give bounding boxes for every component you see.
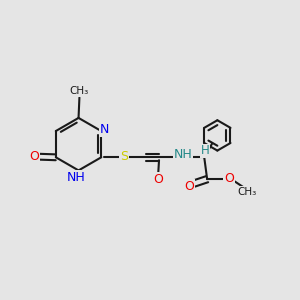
Text: NH: NH bbox=[66, 171, 85, 184]
Text: O: O bbox=[185, 180, 195, 193]
Text: NH: NH bbox=[174, 148, 192, 161]
Text: CH₃: CH₃ bbox=[237, 187, 256, 197]
Text: N: N bbox=[100, 123, 110, 136]
Text: H: H bbox=[201, 144, 209, 158]
Text: O: O bbox=[224, 172, 234, 185]
Text: O: O bbox=[153, 173, 163, 186]
Text: O: O bbox=[30, 150, 40, 163]
Text: CH₃: CH₃ bbox=[70, 86, 89, 96]
Text: S: S bbox=[120, 150, 128, 163]
